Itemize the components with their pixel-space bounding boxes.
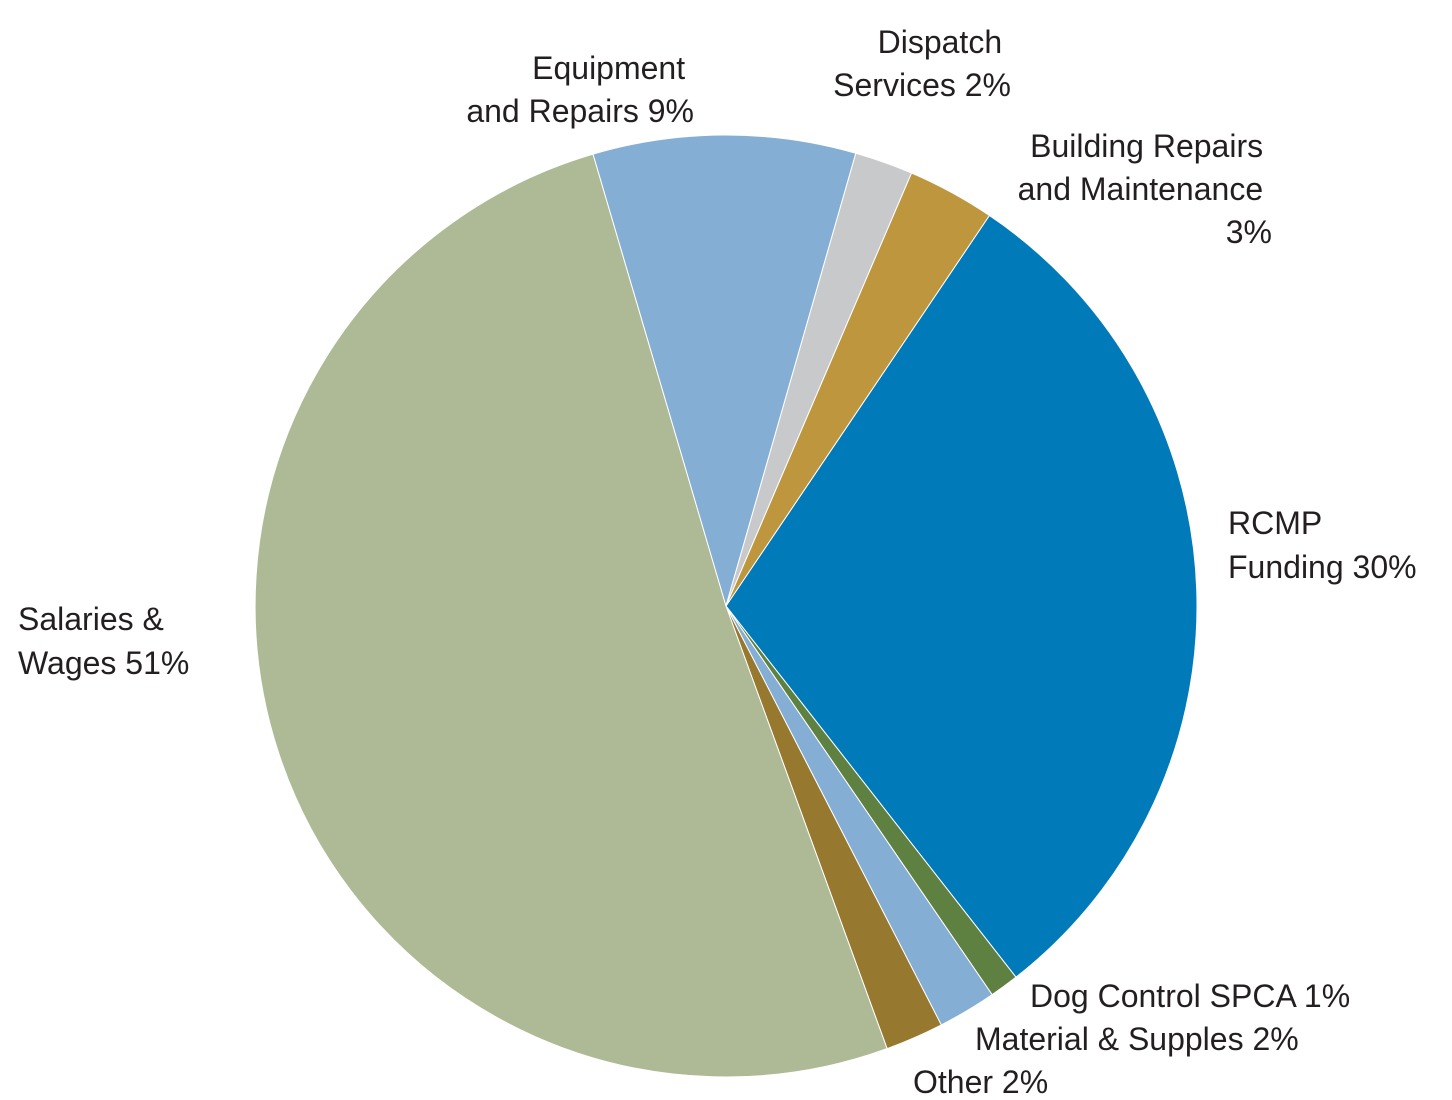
pie-slice-salaries-wages bbox=[254, 153, 888, 1078]
pie-labels: RCMP Funding 30% Dog Control SPCA 1% Mat… bbox=[18, 24, 1417, 1100]
pie-slices bbox=[254, 134, 1198, 1078]
label-material-supples: Material & Supples 2% bbox=[975, 1021, 1299, 1057]
label-salaries-wages: Salaries & Wages 51% bbox=[18, 601, 189, 681]
label-equipment-repairs: Equipment and Repairs 9% bbox=[466, 50, 694, 129]
label-dispatch-services: Dispatch Services 2% bbox=[833, 24, 1011, 103]
label-other: Other 2% bbox=[913, 1064, 1048, 1100]
pie-slice-building-repairs-and-maintenance bbox=[725, 172, 991, 607]
label-dog-control-spca: Dog Control SPCA 1% bbox=[1030, 978, 1350, 1014]
pie-slice-rcmp-funding bbox=[725, 214, 1198, 978]
label-building-repairs: Building Repairs and Maintenance 3% bbox=[1018, 128, 1272, 250]
pie-slice-equipment-and-repairs bbox=[592, 134, 857, 608]
label-rcmp-funding: RCMP Funding 30% bbox=[1228, 505, 1417, 585]
